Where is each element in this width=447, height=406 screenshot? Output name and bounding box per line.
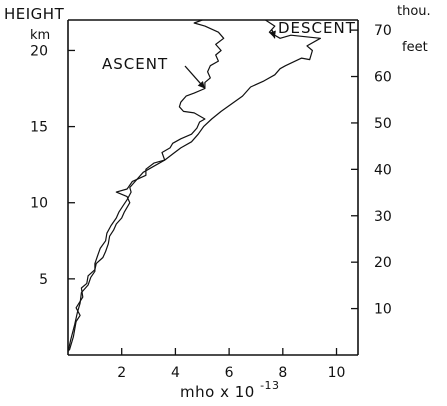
annotation-arrowhead-ascent — [197, 80, 205, 89]
x-axis-title: mho x 10 -13 — [180, 379, 280, 401]
annotation-label-descent: DESCENT — [278, 19, 356, 37]
y-right-tick-label: 50 — [374, 116, 392, 132]
x-tick-label: 6 — [225, 365, 234, 381]
x-tick-label: 4 — [171, 365, 180, 381]
y-right-tick-label: 30 — [374, 209, 392, 225]
x-tick-label: 2 — [117, 365, 126, 381]
y-right-tick-label: 40 — [374, 162, 392, 178]
annotations: DESCENT ASCENT — [102, 19, 356, 89]
y-left-axis-unit: km — [30, 28, 50, 43]
axes-ticks: 2 4 6 8 10 5 10 15 20 10 20 30 40 50 60 70 — [30, 23, 392, 381]
y-left-axis-title: HEIGHT — [4, 5, 65, 23]
y-right-tick-label: 60 — [374, 70, 392, 86]
series-line-descent — [67, 19, 321, 353]
y-right-axis-title: thou. — [397, 4, 431, 19]
x-axis-title-base: mho x 10 — [180, 383, 255, 401]
y-left-tick-label: 15 — [30, 120, 48, 136]
y-right-tick-label: 10 — [374, 302, 392, 318]
x-tick-label: 8 — [278, 365, 287, 381]
series-layer — [67, 19, 321, 353]
y-left-tick-label: 5 — [39, 272, 48, 288]
y-left-tick-label: 10 — [30, 196, 48, 212]
x-axis-title-exponent: -13 — [260, 379, 279, 392]
x-tick-label: 10 — [328, 365, 346, 381]
annotation-arrowhead-descent — [269, 30, 276, 39]
y-right-tick-label: 20 — [374, 255, 392, 271]
y-right-tick-label: 70 — [374, 23, 392, 39]
y-left-tick-label: 20 — [30, 43, 48, 59]
annotation-label-ascent: ASCENT — [102, 55, 168, 73]
y-right-axis-unit: feet — [402, 40, 428, 55]
plot-frame — [67, 19, 359, 356]
